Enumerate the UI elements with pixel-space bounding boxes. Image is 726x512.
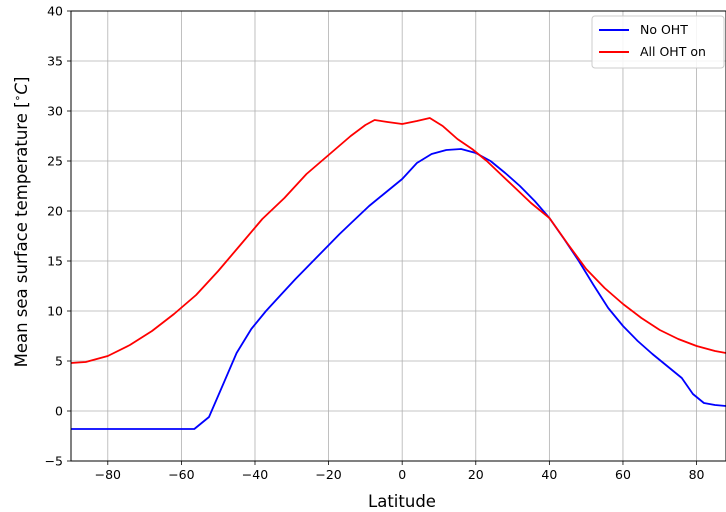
- y-tick-label: 30: [47, 104, 63, 119]
- y-axis-label: Mean sea surface temperature [∘C]: [11, 77, 32, 368]
- y-tick-label: −5: [45, 454, 63, 469]
- x-tick-label: 40: [541, 467, 557, 482]
- x-tick-label: −40: [242, 467, 268, 482]
- y-tick-label: 20: [47, 204, 63, 219]
- y-tick-label: 15: [47, 254, 63, 269]
- legend-label-all-oht-on: All OHT on: [640, 44, 706, 59]
- axis-ticks: −80 −60 −40 −20 0 20 40 60 80 −5 0 5 10 15 20 25 30 35 40: [45, 4, 705, 483]
- x-tick-label: 20: [468, 467, 484, 482]
- x-tick-label: 0: [398, 467, 406, 482]
- y-tick-label: 40: [47, 4, 63, 19]
- x-tick-label: 60: [615, 467, 631, 482]
- grid: [71, 10, 726, 462]
- legend: No OHT All OHT on: [591, 15, 725, 69]
- series-lines: [71, 117, 726, 430]
- y-tick-label: 35: [47, 54, 63, 69]
- x-tick-label: 80: [689, 467, 705, 482]
- y-tick-label: 5: [55, 354, 63, 369]
- y-tick-label: 0: [55, 404, 63, 419]
- x-tick-label: −60: [168, 467, 194, 482]
- y-axis-label-close: ]: [12, 77, 31, 83]
- y-axis-label-degree: ∘: [11, 95, 24, 102]
- plot-frame: [70, 10, 726, 462]
- y-axis-label-main: Mean sea surface temperature [: [12, 101, 31, 367]
- legend-label-no-oht: No OHT: [640, 22, 688, 37]
- y-tick-label: 25: [47, 154, 63, 169]
- x-tick-label: −80: [95, 467, 121, 482]
- series-line-all-oht-on: [71, 117, 726, 364]
- series-line-no-oht: [71, 148, 726, 430]
- y-axis-label-unit: C: [12, 83, 31, 95]
- x-axis-label: Latitude: [368, 492, 436, 511]
- x-tick-label: −20: [315, 467, 341, 482]
- y-tick-label: 10: [47, 304, 63, 319]
